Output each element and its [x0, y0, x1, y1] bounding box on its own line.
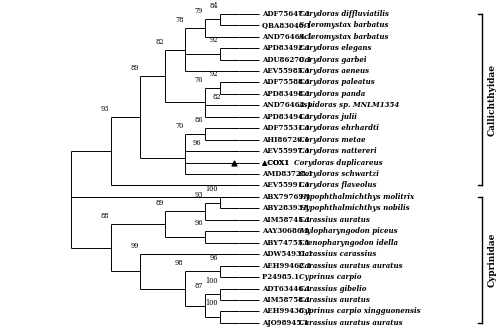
Text: Corydoras metae: Corydoras metae [299, 136, 366, 144]
Text: Corydoras julii: Corydoras julii [299, 113, 357, 121]
Text: Mylopharyngodon piceus: Mylopharyngodon piceus [299, 227, 398, 235]
Text: AIM58758.1: AIM58758.1 [262, 296, 312, 304]
Text: 93: 93 [100, 105, 109, 113]
Text: 93: 93 [194, 191, 203, 199]
Text: Carassius auratus: Carassius auratus [299, 216, 370, 224]
Text: AND76462.1: AND76462.1 [262, 101, 314, 109]
Text: Carassius carassius: Carassius carassius [299, 250, 376, 258]
Text: ▲COX1: ▲COX1 [262, 159, 292, 167]
Text: 100: 100 [206, 185, 218, 193]
Text: Corydoras elegans: Corydoras elegans [299, 44, 372, 52]
Text: 98: 98 [175, 259, 184, 267]
Text: AMD83728.1: AMD83728.1 [262, 170, 316, 178]
Text: 89: 89 [130, 64, 139, 72]
Text: Ctenopharyngodon idella: Ctenopharyngodon idella [299, 239, 398, 247]
Text: Cyprinus carpio xingguonensis: Cyprinus carpio xingguonensis [299, 308, 420, 315]
Text: 70: 70 [175, 122, 184, 130]
Text: Corydoras paleatus: Corydoras paleatus [299, 79, 374, 86]
Text: Carassius auratus auratus: Carassius auratus auratus [299, 319, 403, 327]
Text: 89: 89 [155, 199, 164, 207]
Text: Aspidoras sp. MNLM1354: Aspidoras sp. MNLM1354 [299, 101, 400, 109]
Text: ▲COX1: ▲COX1 [262, 159, 292, 167]
Point [230, 160, 238, 165]
Text: AEV55997.1: AEV55997.1 [262, 147, 312, 155]
Text: Cyprinidae: Cyprinidae [488, 233, 496, 287]
Text: QBA83040.1: QBA83040.1 [262, 21, 314, 29]
Text: 92: 92 [210, 36, 218, 44]
Text: Corydoras flaveolus: Corydoras flaveolus [299, 182, 376, 189]
Text: 76: 76 [195, 76, 203, 84]
Text: ABY74755.1: ABY74755.1 [262, 239, 312, 247]
Text: Carassius auratus: Carassius auratus [299, 296, 370, 304]
Text: 96: 96 [194, 219, 203, 227]
Text: Corydoras aeneus: Corydoras aeneus [299, 67, 369, 75]
Text: Scleromystax barbatus: Scleromystax barbatus [299, 21, 388, 29]
Text: ADF75588.1: ADF75588.1 [262, 79, 312, 86]
Text: 96: 96 [210, 254, 218, 262]
Text: Corydoras panda: Corydoras panda [299, 90, 365, 98]
Text: Corydoras schwartzi: Corydoras schwartzi [299, 170, 379, 178]
Text: Carassius gibelio: Carassius gibelio [299, 284, 366, 292]
Text: 96: 96 [192, 139, 201, 147]
Text: ADU86270.1: ADU86270.1 [262, 55, 314, 64]
Text: AIM58745.1: AIM58745.1 [262, 216, 312, 224]
Text: ABX79769.1: ABX79769.1 [262, 193, 313, 201]
Text: 88: 88 [100, 212, 109, 220]
Text: 100: 100 [206, 277, 218, 284]
Text: 100: 100 [206, 299, 218, 308]
Text: APD83498.1: APD83498.1 [262, 90, 312, 98]
Text: AHI86720.1: AHI86720.1 [262, 136, 312, 144]
Text: Corydoras garbei: Corydoras garbei [299, 55, 366, 64]
Text: ADW54931.1: ADW54931.1 [262, 250, 316, 258]
Text: Corydoras duplicareus: Corydoras duplicareus [294, 159, 382, 167]
Text: P24985.1: P24985.1 [262, 273, 302, 281]
Text: Corydoras ehrhardti: Corydoras ehrhardti [299, 124, 379, 132]
Text: AEV55991.1: AEV55991.1 [262, 182, 312, 189]
Text: 87: 87 [195, 282, 203, 290]
Text: Callichthyidae: Callichthyidae [488, 64, 496, 136]
Text: ADT63446.1: ADT63446.1 [262, 284, 313, 292]
Text: 92: 92 [210, 70, 218, 79]
Text: ABY28393.1: ABY28393.1 [262, 204, 312, 213]
Text: Cyprinus carpio: Cyprinus carpio [299, 273, 362, 281]
Text: APD83492.1: APD83492.1 [262, 44, 312, 52]
Text: AND76464.1: AND76464.1 [262, 33, 314, 41]
Text: Corydoras nattereri: Corydoras nattereri [299, 147, 376, 155]
Text: 84: 84 [210, 2, 218, 10]
Text: APD83494.1: APD83494.1 [262, 113, 312, 121]
Text: ADF75531.1: ADF75531.1 [262, 124, 312, 132]
Text: AEH99436.1: AEH99436.1 [262, 308, 314, 315]
Text: 79: 79 [195, 8, 203, 16]
Text: AEV55985.1: AEV55985.1 [262, 67, 312, 75]
Text: Corydoras diffluviatilis: Corydoras diffluviatilis [299, 10, 389, 18]
Text: 99: 99 [130, 242, 139, 250]
Text: AJO98945.1: AJO98945.1 [262, 319, 311, 327]
Text: Hypophthalmichthys nobilis: Hypophthalmichthys nobilis [299, 204, 410, 213]
Text: AAY30686.1: AAY30686.1 [262, 227, 312, 235]
Text: Hypophthalmichthys molitrix: Hypophthalmichthys molitrix [299, 193, 414, 201]
Text: 82: 82 [155, 38, 164, 46]
Text: 82: 82 [212, 93, 220, 101]
Text: Carassius auratus auratus: Carassius auratus auratus [299, 262, 403, 270]
Text: 78: 78 [175, 16, 184, 24]
Text: 86: 86 [194, 116, 203, 124]
Text: AEH99462.1: AEH99462.1 [262, 262, 314, 270]
Text: ADF75647.1: ADF75647.1 [262, 10, 312, 18]
Text: Scleromystax barbatus: Scleromystax barbatus [299, 33, 388, 41]
